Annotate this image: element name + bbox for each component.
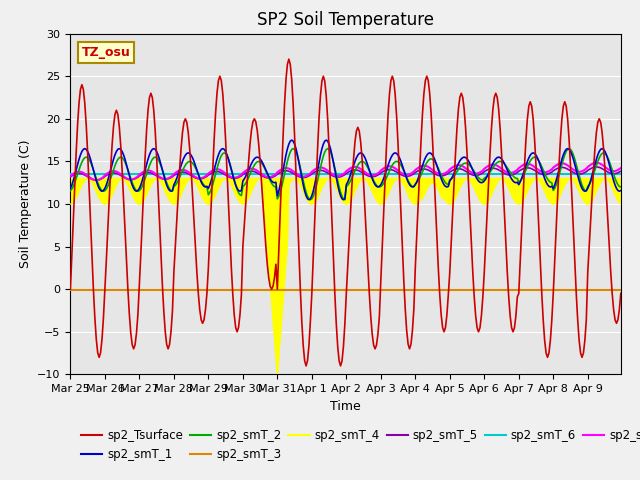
Text: TZ_osu: TZ_osu: [81, 46, 130, 59]
Title: SP2 Soil Temperature: SP2 Soil Temperature: [257, 11, 434, 29]
Legend: sp2_Tsurface, sp2_smT_1, sp2_smT_2, sp2_smT_3, sp2_smT_4, sp2_smT_5, sp2_smT_6, : sp2_Tsurface, sp2_smT_1, sp2_smT_2, sp2_…: [76, 425, 640, 466]
Y-axis label: Soil Temperature (C): Soil Temperature (C): [19, 140, 32, 268]
X-axis label: Time: Time: [330, 400, 361, 413]
